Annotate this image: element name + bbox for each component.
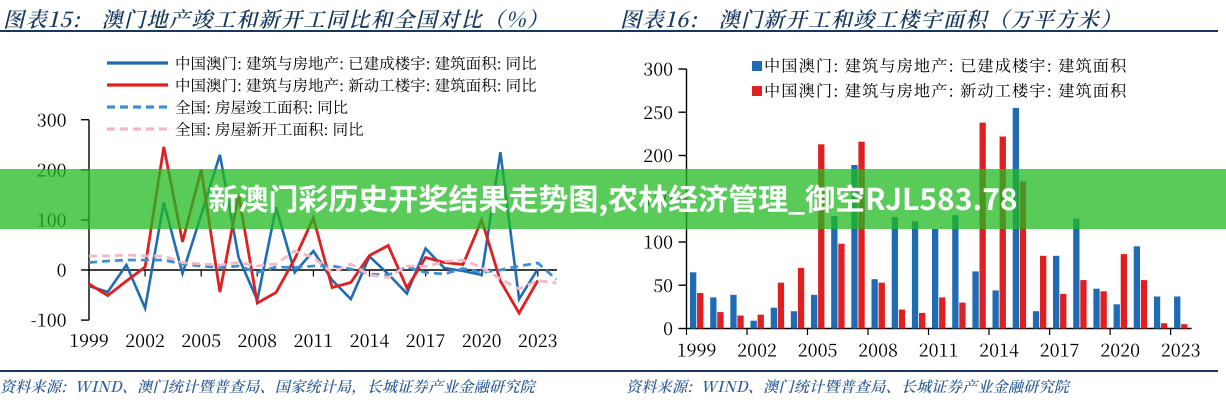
svg-text:2002: 2002 [125,327,165,353]
svg-text:2020: 2020 [1100,337,1140,363]
svg-text:2011: 2011 [919,337,959,363]
svg-text:全国: 房屋竣工面积: 同比: 全国: 房屋竣工面积: 同比 [175,96,348,118]
svg-text:2020: 2020 [462,327,502,353]
svg-text:2014: 2014 [979,337,1019,363]
svg-text:0: 0 [663,315,673,341]
svg-text:250: 250 [643,99,673,125]
svg-text:2005: 2005 [798,337,838,363]
svg-text:100: 100 [643,229,673,255]
svg-text:200: 200 [643,142,673,168]
svg-text:1999: 1999 [677,337,717,363]
svg-text:2005: 2005 [181,327,221,353]
svg-text:1999: 1999 [69,327,109,353]
svg-text:300: 300 [37,106,67,132]
svg-text:2002: 2002 [737,337,777,363]
svg-text:300: 300 [643,56,673,82]
svg-text:2017: 2017 [406,327,446,353]
svg-text:2011: 2011 [294,327,334,353]
svg-text:2023: 2023 [518,327,558,353]
svg-text:2008: 2008 [858,337,898,363]
svg-text:2014: 2014 [350,327,390,353]
svg-text:中国澳门: 建筑与房地产: 新动工楼宇: 建筑面积: 同比: 中国澳门: 建筑与房地产: 新动工楼宇: 建筑面积: 同比 [175,74,537,96]
svg-text:中国澳门: 建筑与房地产: 新动工楼宇: 建筑面积: 中国澳门: 建筑与房地产: 新动工楼宇: 建筑面积 [764,78,1127,102]
svg-text:2017: 2017 [1040,337,1080,363]
svg-text:-100: -100 [31,307,67,333]
svg-text:2023: 2023 [1161,337,1201,363]
svg-text:0: 0 [57,257,67,283]
svg-text:中国澳门: 建筑与房地产: 已建成楼宇: 建筑面积: 中国澳门: 建筑与房地产: 已建成楼宇: 建筑面积 [764,53,1127,77]
svg-text:中国澳门: 建筑与房地产: 已建成楼宇: 建筑面积: 同比: 中国澳门: 建筑与房地产: 已建成楼宇: 建筑面积: 同比 [175,52,537,74]
svg-text:50: 50 [653,272,673,298]
svg-text:全国: 房屋新开工面积: 同比: 全国: 房屋新开工面积: 同比 [175,118,364,140]
svg-text:2008: 2008 [237,327,277,353]
